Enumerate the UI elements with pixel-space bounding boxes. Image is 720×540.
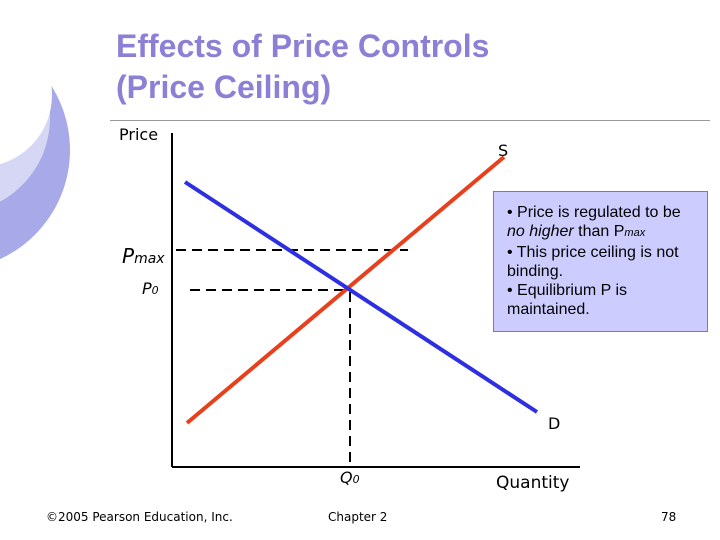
p0-letter: P	[142, 279, 152, 298]
note-bullet-3: • Equilibrium P is maintained.	[507, 282, 628, 318]
note-box: • Price is regulated to be no higher tha…	[493, 191, 708, 332]
decorative-circles	[0, 25, 70, 260]
slide-title: Effects of Price Controls (Price Ceiling…	[116, 26, 489, 108]
note-bullet-2: • This price ceiling is not binding.	[507, 244, 679, 280]
note-bullet-1: • Price is regulated to be no higher tha…	[507, 203, 701, 243]
footer-chapter: Chapter 2	[328, 510, 388, 524]
title-line-1: Effects of Price Controls	[116, 28, 490, 64]
p0-label: P0	[142, 279, 159, 298]
p0-subscript: 0	[151, 284, 159, 297]
note-bullet-1-emphasis: no higher	[507, 223, 574, 240]
pmax-label: Pmax	[122, 244, 165, 268]
note-bullet-1-text: • Price is regulated to be	[507, 204, 681, 221]
q0-letter: Q	[340, 468, 353, 487]
q0-subscript: 0	[352, 473, 360, 486]
pmax-subscript: max	[134, 251, 165, 267]
demand-curve	[183, 180, 539, 414]
note-bullet-1-tail: than P	[573, 223, 625, 240]
pmax-letter: P	[122, 244, 135, 268]
title-line-2: (Price Ceiling)	[116, 69, 332, 105]
q0-label: Q0	[340, 468, 360, 487]
note-bullet-1-subscript: max	[624, 227, 646, 239]
footer-page-number: 78	[661, 510, 677, 524]
title-divider	[110, 120, 710, 121]
supply-curve	[185, 155, 506, 425]
footer-copyright: ©2005 Pearson Education, Inc.	[46, 510, 233, 524]
x-axis-label: Quantity	[496, 473, 570, 493]
supply-label: S	[498, 141, 509, 160]
demand-label: D	[548, 414, 561, 433]
y-axis-label: Price	[119, 125, 159, 144]
